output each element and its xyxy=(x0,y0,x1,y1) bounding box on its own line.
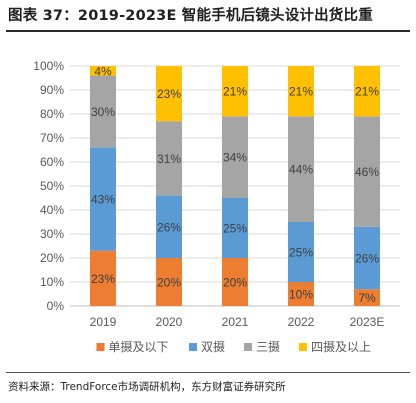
bar-segment-triple xyxy=(354,116,380,227)
data-label: 44% xyxy=(289,163,313,177)
bar-segment-quad xyxy=(288,66,314,117)
stacked-bar-chart: 0% 10% 20% 30% 40% 50% 60% 70% 80% 90% 100% 23% 43% 3… xyxy=(33,59,400,354)
data-label: 20% xyxy=(157,276,181,290)
bar-segment-triple xyxy=(156,121,182,196)
bar-segment-single xyxy=(156,258,182,306)
legend-label: 单摄及以下 xyxy=(109,339,169,354)
y-tick-label: 30% xyxy=(40,227,64,241)
x-tick-label: 2021 xyxy=(222,315,249,329)
y-tick-label: 60% xyxy=(40,155,64,169)
data-label: 23% xyxy=(157,87,181,101)
bar-segment-dual xyxy=(90,147,116,251)
data-label: 23% xyxy=(91,272,115,286)
data-label: 20% xyxy=(223,276,247,290)
legend-swatch-triple xyxy=(244,343,252,351)
data-label: 25% xyxy=(223,222,247,236)
bar-segment-dual xyxy=(156,195,182,258)
y-tick-label: 100% xyxy=(33,59,64,73)
y-tick-label: 50% xyxy=(40,179,64,193)
y-tick-label: 0% xyxy=(47,299,65,313)
legend-swatch-single xyxy=(96,343,105,351)
y-tick-label: 80% xyxy=(40,107,64,121)
x-tick-label: 2022 xyxy=(288,315,315,329)
data-label: 26% xyxy=(355,252,379,266)
bar-segment-single xyxy=(288,282,314,306)
data-label: 10% xyxy=(289,288,313,302)
legend-label: 三摄 xyxy=(256,339,280,354)
x-tick-label: 2023E xyxy=(350,315,385,329)
x-tick-label: 2020 xyxy=(156,315,183,329)
legend-swatch-quad xyxy=(299,343,307,351)
bar-segment-quad xyxy=(222,66,248,117)
data-label: 25% xyxy=(289,246,313,260)
bar-segment-dual xyxy=(354,226,380,290)
data-label: 21% xyxy=(355,85,379,99)
data-label: 21% xyxy=(223,85,247,99)
bar-segment-quad xyxy=(90,66,116,76)
data-label: 46% xyxy=(355,165,379,179)
data-label: 43% xyxy=(91,193,115,207)
bar-segment-triple xyxy=(222,116,248,198)
data-label: 21% xyxy=(289,85,313,99)
y-tick-label: 90% xyxy=(40,83,64,97)
bar-segment-quad xyxy=(156,66,182,122)
data-label: 7% xyxy=(358,291,376,305)
data-label: 30% xyxy=(91,105,115,119)
title-divider xyxy=(6,30,410,32)
bar-segment-single xyxy=(90,250,116,306)
legend-swatch-dual xyxy=(189,343,197,351)
y-tick-label: 40% xyxy=(40,203,64,217)
data-label: 4% xyxy=(94,64,112,78)
bar-segment-dual xyxy=(288,222,314,282)
source-divider xyxy=(6,372,410,373)
data-label: 31% xyxy=(157,152,181,166)
y-tick-label: 20% xyxy=(40,251,64,265)
bar-segment-single xyxy=(222,258,248,306)
x-tick-label: 2019 xyxy=(90,315,117,329)
source-note: 资料来源：TrendForce市场调研机构，东方财富证券研究所 xyxy=(8,381,286,393)
data-label: 34% xyxy=(223,151,247,165)
y-tick-label: 70% xyxy=(40,131,64,145)
bar-segment-quad xyxy=(354,66,380,117)
y-tick-label: 10% xyxy=(40,275,64,289)
bar-segment-dual xyxy=(222,198,248,258)
bar-segment-triple xyxy=(90,75,116,148)
data-label: 26% xyxy=(157,220,181,234)
bar-segment-single xyxy=(354,289,380,306)
bar-segment-triple xyxy=(288,116,314,222)
legend-label: 双摄 xyxy=(201,339,225,354)
legend-label: 四摄及以上 xyxy=(311,339,371,354)
chart-title: 图表 37：2019-2023E 智能手机后镜头设计出货比重 xyxy=(8,8,373,24)
